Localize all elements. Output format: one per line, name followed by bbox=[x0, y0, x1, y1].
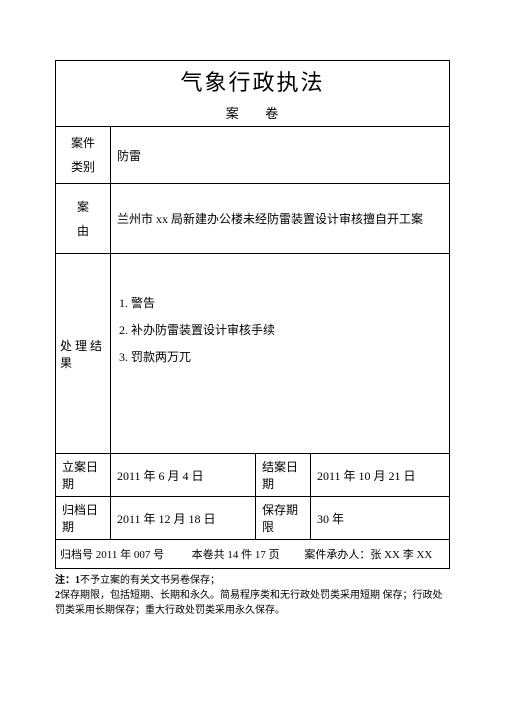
result-value: 1. 警告 2. 补办防雷装置设计审核手续 3. 罚款两万兀 bbox=[111, 254, 450, 454]
close-date-label: 结案日期 bbox=[256, 454, 311, 497]
title-cell: 气象行政执法 案 卷 bbox=[56, 61, 450, 127]
case-table: 气象行政执法 案 卷 案件 类别 防雷 案 由 兰州市 xx 局新建办公楼未经防… bbox=[55, 60, 450, 569]
doc-subtitle: 案 卷 bbox=[62, 103, 443, 122]
doc-title: 气象行政执法 bbox=[62, 65, 443, 97]
note-1: 注：1不予立案的有关文书另卷保存； bbox=[55, 573, 450, 588]
archive-date-label: 归档日期 bbox=[56, 497, 111, 540]
cause-value: 兰州市 xx 局新建办公楼未经防雷装置设计审核擅自开工案 bbox=[111, 184, 450, 254]
pages-info: 本卷共 14 件 17 页 bbox=[192, 549, 280, 561]
result-item: 3. 罚款两万兀 bbox=[119, 348, 443, 365]
handler-info: 案件承办人：张 XX 李 XX bbox=[304, 549, 432, 561]
footer-cell: 归档号 2011 年 007 号 本卷共 14 件 17 页 案件承办人：张 X… bbox=[56, 540, 450, 569]
result-item: 1. 警告 bbox=[119, 294, 443, 311]
file-date-label: 立案日期 bbox=[56, 454, 111, 497]
file-date-value: 2011 年 6 月 4 日 bbox=[111, 454, 256, 497]
archive-no: 归档号 2011 年 007 号 bbox=[60, 549, 164, 561]
result-label: 处 理 结 果 bbox=[56, 254, 111, 454]
close-date-value: 2011 年 10 月 21 日 bbox=[311, 454, 450, 497]
cause-label: 案 由 bbox=[56, 184, 111, 254]
category-label: 案件 类别 bbox=[56, 127, 111, 184]
subtitle-left: 案 bbox=[226, 106, 240, 121]
category-value: 防雷 bbox=[111, 127, 450, 184]
footnotes: 注：1不予立案的有关文书另卷保存； 2保存期限，包括短期、长期和永久。简易程序类… bbox=[55, 573, 450, 618]
note-2: 2保存期限，包括短期、长期和永久。简易程序类和无行政处罚类采用短期 保存；行政处… bbox=[55, 588, 450, 618]
keep-value: 30 年 bbox=[311, 497, 450, 540]
archive-date-value: 2011 年 12 月 18 日 bbox=[111, 497, 256, 540]
subtitle-right: 卷 bbox=[265, 106, 279, 121]
keep-label: 保存期限 bbox=[256, 497, 311, 540]
result-item: 2. 补办防雷装置设计审核手续 bbox=[119, 321, 443, 338]
